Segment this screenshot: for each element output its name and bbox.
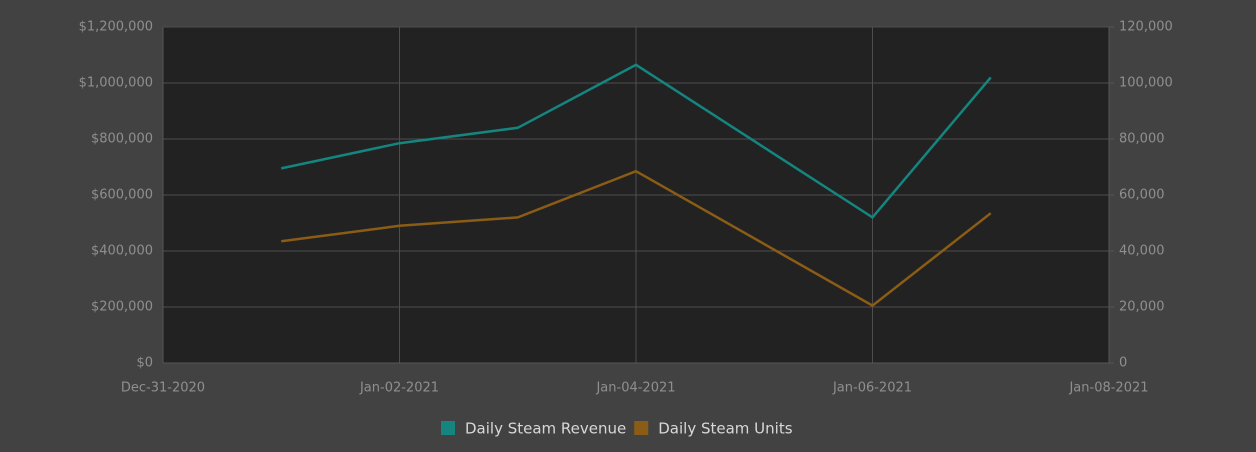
x-tick-label: Jan-06-2021	[832, 381, 912, 396]
legend-label: Daily Steam Units	[658, 420, 792, 438]
x-tick-label: Dec-31-2020	[121, 381, 205, 396]
y-tick-label: $800,000	[91, 132, 153, 147]
y-tick-label: $1,200,000	[79, 20, 153, 35]
y-tick-label: $400,000	[91, 244, 153, 259]
y-tick-label: $200,000	[91, 300, 153, 315]
series-line	[280, 63, 992, 220]
y-tick-label: $0	[136, 356, 153, 371]
x-tick-label: Jan-08-2021	[1068, 381, 1148, 396]
x-tick-label: Jan-04-2021	[595, 381, 675, 396]
y2-tick-label: 0	[1119, 356, 1127, 371]
y-tick-label: $600,000	[91, 188, 153, 203]
x-tick-label: Jan-02-2021	[359, 381, 439, 396]
y2-tick-label: 100,000	[1119, 76, 1173, 91]
y2-tick-label: 40,000	[1119, 244, 1165, 259]
series-line	[281, 169, 992, 308]
y2-tick-label: 60,000	[1119, 188, 1165, 203]
legend-swatch	[441, 421, 455, 435]
y-tick-label: $1,000,000	[79, 76, 153, 91]
y2-tick-label: 120,000	[1119, 20, 1173, 35]
legend-swatch	[634, 421, 649, 435]
legend-label: Daily Steam Revenue	[465, 420, 626, 438]
y2-tick-label: 20,000	[1119, 300, 1165, 315]
y2-tick-label: 80,000	[1119, 132, 1165, 147]
